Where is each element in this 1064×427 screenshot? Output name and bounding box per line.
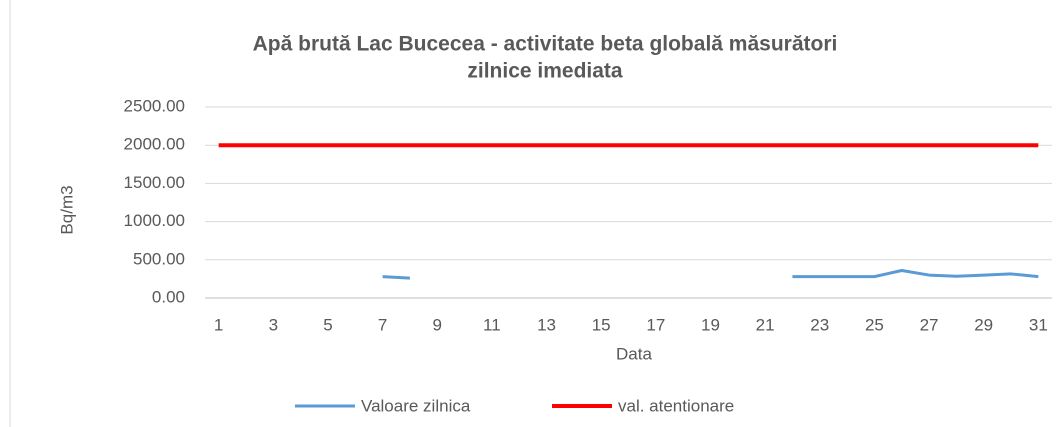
x-tick-label: 13 — [537, 315, 556, 334]
series-line — [382, 268, 1039, 280]
legend-label: Valoare zilnica — [361, 396, 471, 415]
x-tick-label: 27 — [920, 315, 939, 334]
y-axis-label: Bq/m3 — [57, 185, 76, 234]
chart-title: zilnice imediata — [467, 60, 623, 83]
x-tick-label: 15 — [592, 315, 611, 334]
x-tick-label: 23 — [810, 315, 829, 334]
x-tick-label: 31 — [1029, 315, 1048, 334]
y-tick-label: 500.00 — [133, 249, 185, 268]
y-tick-label: 1000.00 — [124, 211, 185, 230]
y-tick-label: 1500.00 — [124, 173, 185, 192]
x-tick-label: 21 — [756, 315, 775, 334]
x-tick-label: 7 — [378, 315, 387, 334]
legend-label: val. atentionare — [618, 396, 734, 415]
x-tick-label: 3 — [269, 315, 278, 334]
chart-title: Apă brută Lac Bucecea - activitate beta … — [253, 33, 838, 56]
x-tick-label: 19 — [701, 315, 720, 334]
x-tick-label: 25 — [865, 315, 884, 334]
x-tick-label: 17 — [646, 315, 665, 334]
x-axis-label: Data — [616, 344, 652, 363]
x-tick-label: 5 — [323, 315, 332, 334]
x-tick-label: 11 — [483, 315, 501, 334]
y-tick-label: 2500.00 — [124, 96, 185, 115]
x-tick-label: 9 — [433, 315, 442, 334]
x-tick-label: 1 — [214, 315, 223, 334]
x-tick-label: 29 — [974, 315, 993, 334]
y-tick-label: 0.00 — [152, 287, 185, 306]
y-tick-label: 2000.00 — [124, 135, 185, 154]
